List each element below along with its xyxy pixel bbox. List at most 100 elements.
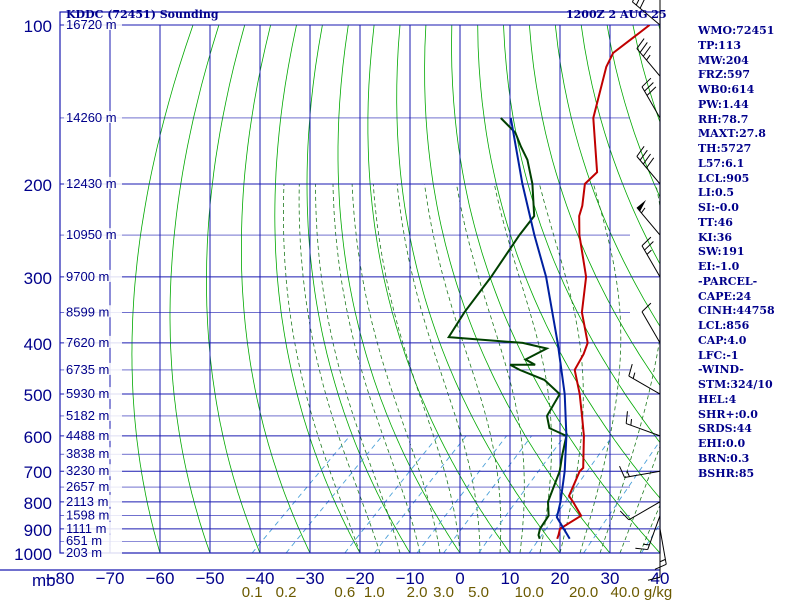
wind-barb-full bbox=[636, 146, 645, 157]
mixing-ratio-label: 0.6 bbox=[334, 584, 355, 600]
moist-adiabat-line bbox=[456, 183, 525, 554]
wind-barb-staff bbox=[647, 515, 661, 550]
height-label-bg bbox=[64, 335, 122, 348]
height-label-bg bbox=[64, 110, 122, 123]
pressure-tick-label: 800 bbox=[24, 494, 52, 513]
temperature-tick-label: −40 bbox=[246, 569, 275, 588]
index-item: LCL:856 bbox=[698, 319, 750, 332]
index-item: L57:6.1 bbox=[698, 156, 745, 170]
station-title: KDDC (72451) Sounding bbox=[66, 8, 219, 21]
index-item: KI:36 bbox=[698, 230, 733, 244]
height-label: 651 m bbox=[66, 533, 102, 548]
wind-barb-full bbox=[644, 82, 654, 92]
pressure-tick-label: 500 bbox=[24, 386, 52, 405]
height-label-bg bbox=[64, 546, 122, 558]
wind-barb-flag bbox=[636, 199, 647, 212]
dry-adiabat-line bbox=[169, 25, 220, 554]
index-item: -PARCEL- bbox=[698, 274, 758, 288]
wind-barb-full bbox=[646, 86, 657, 96]
pressure-tick-label: 700 bbox=[24, 463, 52, 482]
mixing-ratio-label: 1.0 bbox=[364, 584, 385, 600]
wind-barb-full bbox=[639, 149, 648, 161]
pressure-tick-label: 900 bbox=[24, 521, 52, 540]
height-label-bg bbox=[64, 480, 122, 493]
dry-adiabat-line bbox=[206, 25, 261, 554]
height-label: 12430 m bbox=[66, 176, 117, 191]
dry-adiabat-line bbox=[274, 25, 361, 554]
mixing-ratio-line bbox=[374, 435, 467, 554]
index-item: BSHR:85 bbox=[698, 466, 755, 480]
index-item: LI:0.5 bbox=[698, 186, 735, 200]
temperature-trace bbox=[556, 25, 651, 540]
wind-barb-full bbox=[619, 465, 626, 478]
wind-barb-staff bbox=[659, 528, 667, 565]
index-item: SI:-0.0 bbox=[698, 201, 739, 214]
wind-barb-full bbox=[636, 38, 645, 49]
index-item: HEL:4 bbox=[698, 392, 737, 406]
height-label: 10950 m bbox=[66, 227, 117, 242]
index-item: CAPE:24 bbox=[698, 289, 752, 303]
dry-adiabat-line bbox=[240, 25, 311, 554]
height-label-bg bbox=[64, 362, 122, 375]
wind-barb-staff bbox=[641, 86, 661, 119]
index-item: LFC:-1 bbox=[698, 348, 739, 362]
wind-barb-half bbox=[646, 54, 651, 61]
wind-barb-staff bbox=[632, 1, 661, 26]
index-item: MAXT:27.8 bbox=[698, 127, 766, 141]
mixing-ratio-line bbox=[416, 435, 507, 554]
index-item: LCL:905 bbox=[698, 171, 750, 185]
height-label: 6735 m bbox=[66, 362, 109, 377]
index-item: SRDS:44 bbox=[698, 422, 752, 436]
temperature-tick-label: 20 bbox=[551, 569, 570, 588]
temperature-tick-label: 10 bbox=[501, 569, 520, 588]
moist-adiabat-line bbox=[579, 183, 622, 554]
dry-adiabat-line bbox=[396, 25, 561, 554]
wind-barb-full bbox=[635, 0, 640, 6]
wind-barb-full bbox=[647, 576, 661, 581]
wind-barb-full bbox=[641, 77, 652, 88]
wind-barb-half bbox=[626, 470, 630, 477]
height-label-bg bbox=[64, 447, 122, 460]
dry-adiabat-line bbox=[788, 25, 800, 553]
height-label-bg bbox=[64, 494, 122, 507]
stability-indices: WMO:72451 TP:113 MW:204 FRZ:597 WB0:614 PW:1.… bbox=[698, 24, 775, 481]
wind-barb-full bbox=[644, 241, 654, 251]
mixing-ratio-line bbox=[641, 523, 660, 554]
height-label: 3838 m bbox=[66, 446, 109, 461]
height-label-bg bbox=[64, 176, 122, 189]
mixing-ratio-label: 2.0 bbox=[407, 584, 428, 600]
height-label: 2657 m bbox=[66, 479, 109, 494]
wind-barb-staff bbox=[636, 48, 661, 77]
height-label-bg bbox=[64, 18, 122, 30]
index-item: FRZ:597 bbox=[698, 68, 751, 82]
wind-barb-half bbox=[640, 207, 646, 214]
pressure-tick-label: 1000 bbox=[14, 545, 52, 564]
height-label: 3230 m bbox=[66, 463, 109, 478]
index-item: BRN:0.3 bbox=[698, 451, 750, 465]
wind-barb-half bbox=[646, 249, 652, 255]
index-item: TH:5727 bbox=[698, 142, 752, 155]
index-item: CAP:4.0 bbox=[698, 333, 747, 347]
mixing-ratio-line bbox=[583, 440, 660, 554]
temperature-tick-label: −10 bbox=[396, 569, 425, 588]
index-item: WMO:72451 bbox=[698, 24, 775, 37]
sounding-time: 1200Z 2 AUG 25 bbox=[566, 8, 667, 21]
wind-barb-full bbox=[619, 510, 630, 521]
moist-adiabat-line bbox=[351, 183, 441, 554]
wind-barb-full bbox=[641, 302, 652, 313]
wind-barb-full bbox=[628, 364, 633, 377]
sounding-traces bbox=[446, 25, 651, 540]
mixing-ratio-line bbox=[528, 435, 613, 554]
wind-barb-staff bbox=[636, 207, 661, 236]
index-item: SHR+:0.0 bbox=[698, 407, 758, 421]
height-label: 5930 m bbox=[66, 386, 109, 401]
temperature-tick-label: −70 bbox=[96, 569, 125, 588]
wind-barb-staff bbox=[626, 423, 661, 437]
height-label: 7620 m bbox=[66, 335, 109, 350]
temperature-tick-label: −80 bbox=[46, 569, 75, 588]
index-item: PW:1.44 bbox=[698, 97, 749, 111]
wind-barb-half bbox=[643, 543, 650, 546]
height-label-bg bbox=[64, 534, 122, 547]
height-label: 1111 m bbox=[66, 521, 106, 536]
